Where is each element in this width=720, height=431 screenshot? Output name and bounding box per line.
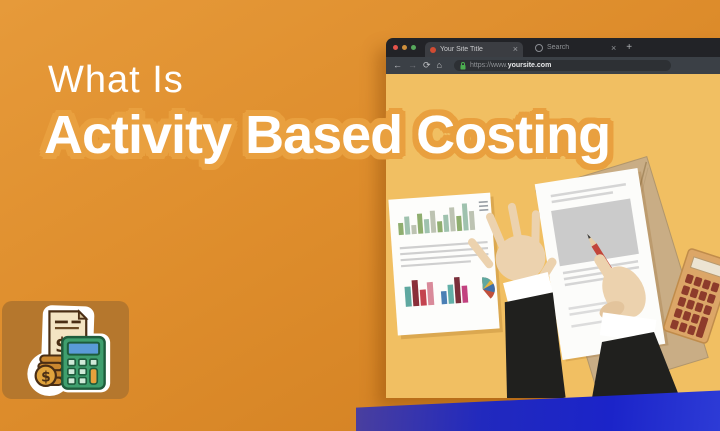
mini-pie-chart <box>482 277 495 299</box>
browser-content-illustration <box>386 74 720 398</box>
badge-calculator-icon <box>60 335 106 390</box>
desk-calculator <box>663 248 720 344</box>
coins-icon: $ <box>34 354 65 387</box>
left-arm-sleeve <box>504 292 566 398</box>
close-tab-icon[interactable]: × <box>512 44 518 54</box>
browser-address-bar: ← → ⟳ ⌂ https://www. yoursite.com <box>386 57 720 74</box>
tab-label: Your Site Title <box>440 46 483 53</box>
reload-icon[interactable]: ⟳ <box>423 60 431 70</box>
left-cuff <box>503 272 553 304</box>
mini-bar-chart <box>398 203 476 236</box>
traffic-light-maximize-icon[interactable] <box>411 45 416 50</box>
traffic-light-minimize-icon[interactable] <box>402 45 407 50</box>
accounting-badge-panel: $ $ <box>2 301 129 399</box>
desk-illustration <box>388 156 720 398</box>
chart-report-document <box>388 192 503 340</box>
new-tab-icon[interactable]: + <box>626 42 633 53</box>
traffic-light-close-icon[interactable] <box>393 45 398 50</box>
right-arm-sleeve <box>592 332 680 398</box>
url-prefix: https://www. <box>469 62 508 69</box>
mini-bar-chart <box>440 277 469 305</box>
svg-text:$: $ <box>41 369 51 385</box>
home-icon[interactable]: ⌂ <box>436 60 442 70</box>
browser-window: Your Site Title × Search × + ← → ⟳ ⌂ htt… <box>386 38 720 398</box>
browser-tab-bar: Your Site Title × Search × + <box>386 38 720 57</box>
lock-icon <box>460 61 466 69</box>
globe-icon <box>535 43 543 52</box>
invoice-coins-calculator-icon: $ $ <box>26 305 110 396</box>
tab-inactive[interactable]: Search <box>535 43 597 52</box>
back-icon[interactable]: ← <box>393 60 402 70</box>
forward-icon[interactable]: → <box>408 60 417 70</box>
close-tab-icon[interactable]: × <box>611 42 617 53</box>
tab-active[interactable]: Your Site Title × <box>425 42 523 57</box>
url-domain: yoursite.com <box>507 62 552 69</box>
mini-bar-chart <box>404 279 435 307</box>
tab-label: Search <box>547 44 570 51</box>
left-hand <box>467 202 566 398</box>
site-favicon-icon <box>430 46 436 53</box>
url-field[interactable]: https://www. yoursite.com <box>453 60 671 71</box>
right-hand <box>592 254 680 398</box>
